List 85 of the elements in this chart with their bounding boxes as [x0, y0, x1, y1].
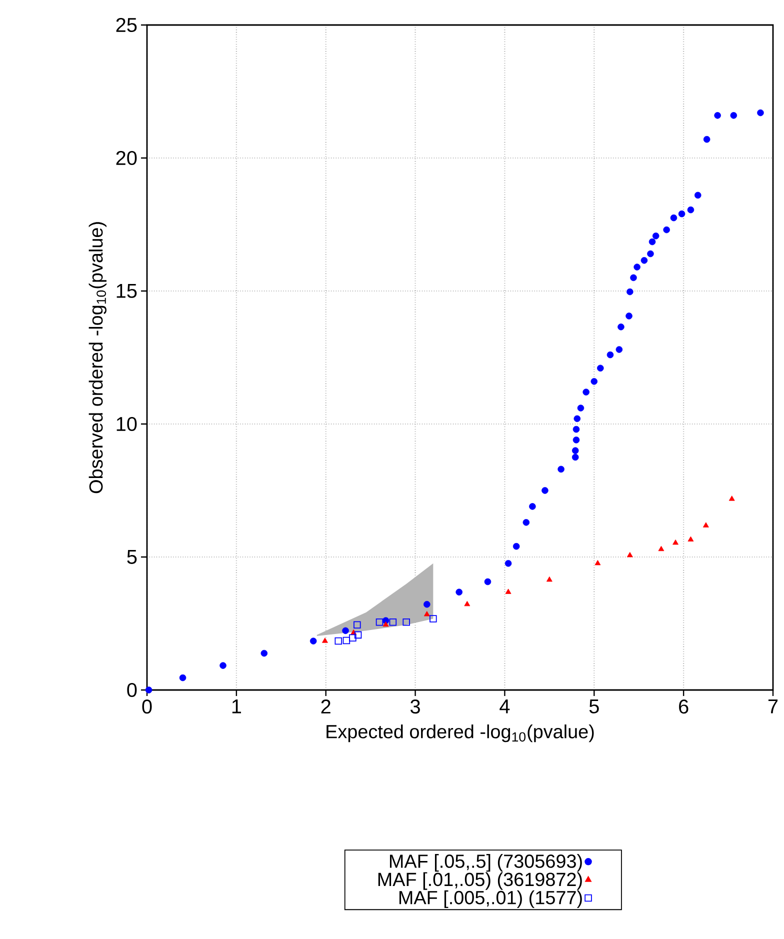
point: [382, 621, 389, 627]
point: [634, 264, 640, 270]
point: [687, 206, 694, 214]
y-axis-title: Observed ordered -log$_{10}$(pvalue): [88, 222, 106, 494]
point: [424, 600, 430, 608]
point: [572, 454, 579, 461]
y-tick-label: 25: [116, 18, 137, 32]
point: [714, 112, 721, 119]
point: [424, 611, 430, 616]
y-tick-label: 10: [116, 416, 137, 432]
point: [594, 560, 601, 566]
point: [179, 674, 186, 682]
point: [572, 447, 579, 454]
point: [220, 662, 226, 669]
point: [505, 588, 512, 594]
y-tick-label: 15: [116, 284, 137, 298]
point: [464, 600, 470, 606]
x-tick-label: 1: [232, 700, 241, 714]
point: [349, 634, 356, 642]
point: [688, 536, 694, 542]
point: [648, 238, 656, 246]
point: [678, 210, 686, 218]
point: [376, 618, 384, 626]
point: [694, 192, 702, 199]
point: [703, 136, 710, 143]
point: [647, 250, 654, 258]
x-axis-title: Expected ordered -log$_{10}$(pvalue): [326, 724, 594, 742]
point: [670, 214, 678, 222]
point: [342, 627, 349, 634]
point: [630, 274, 637, 282]
point: [334, 637, 342, 645]
x-tick-label: 7: [768, 700, 778, 714]
point: [558, 466, 564, 473]
point: [574, 415, 581, 422]
point: [529, 503, 536, 510]
point: [640, 257, 648, 264]
point: [342, 636, 350, 644]
point: [389, 618, 397, 626]
point: [590, 378, 598, 385]
legend-label: MAF [.01,.05) (3619872): [378, 872, 582, 890]
point: [626, 288, 634, 296]
point: [145, 686, 152, 694]
legend-label: MAF [.005,.01) (1577): [399, 890, 582, 908]
point: [430, 615, 437, 622]
x-tick-label: 3: [410, 700, 420, 714]
point: [354, 631, 362, 639]
point: [522, 519, 530, 526]
point: [626, 552, 633, 558]
point: [542, 487, 548, 494]
point: [546, 576, 552, 582]
y-tick-label: 0: [127, 682, 137, 698]
point: [702, 522, 709, 528]
point: [456, 588, 462, 596]
point: [658, 546, 664, 552]
x-tick-label: 0: [142, 700, 152, 714]
y-tick-label: 5: [127, 550, 137, 564]
point: [597, 364, 604, 372]
point: [577, 404, 584, 412]
point: [354, 621, 361, 628]
point: [730, 112, 738, 119]
point: [663, 226, 670, 234]
legend-label: MAF [.05,.5] (7305693): [390, 854, 582, 872]
x-tick-label: 5: [589, 700, 599, 714]
point: [616, 346, 623, 353]
point: [618, 324, 624, 330]
y-tick-label: 20: [116, 150, 137, 166]
point: [652, 232, 660, 240]
point: [626, 312, 632, 320]
x-tick-label: 2: [321, 700, 330, 714]
point: [572, 436, 580, 444]
point: [402, 618, 410, 626]
point: [672, 540, 678, 545]
point: [512, 542, 520, 550]
point: [484, 578, 492, 586]
point: [504, 560, 512, 567]
x-tick-label: 6: [679, 700, 688, 714]
point: [572, 426, 580, 433]
point: [728, 496, 735, 501]
point: [606, 351, 614, 358]
x-tick-label: 4: [500, 700, 510, 714]
point: [260, 650, 268, 657]
point: [322, 638, 328, 643]
point: [757, 109, 764, 116]
point: [582, 388, 590, 396]
point: [310, 638, 317, 644]
